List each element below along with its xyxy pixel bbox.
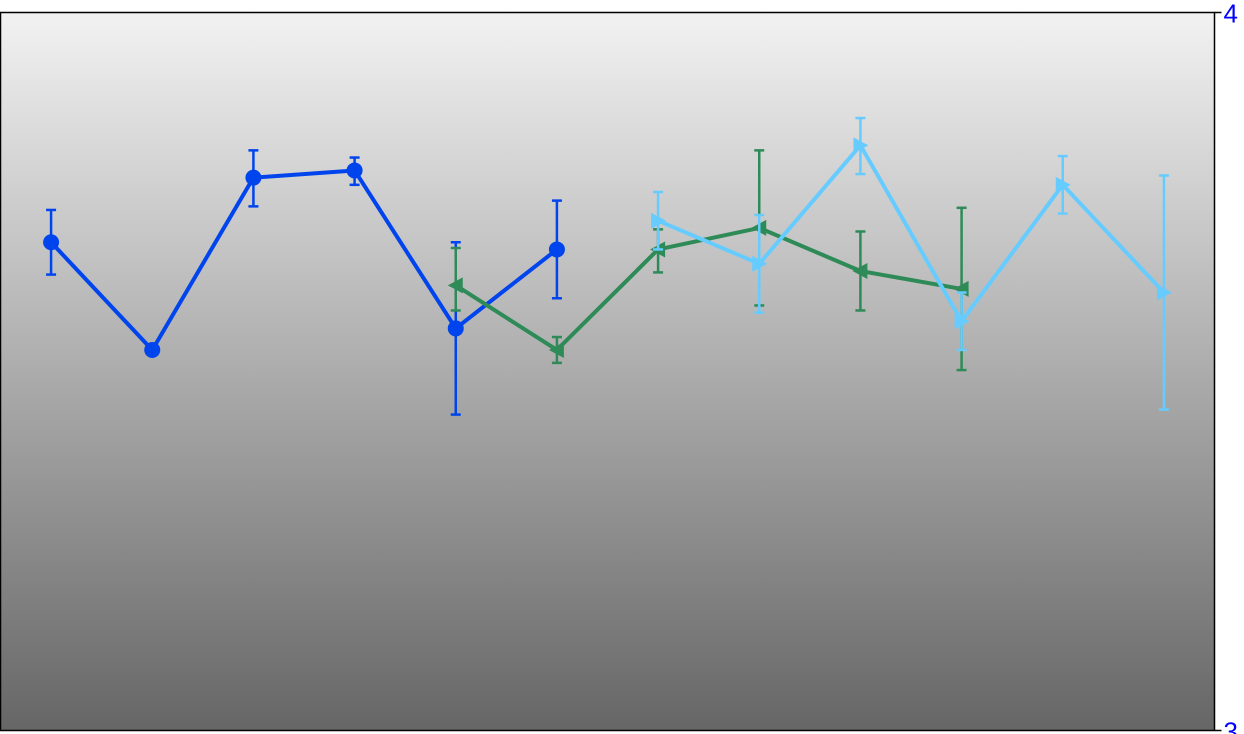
plot-background (0, 11, 1216, 732)
series-line (49, 168, 559, 352)
series-1 (43, 149, 565, 416)
series-line (657, 143, 1166, 324)
y-axis: 43 (1214, 0, 1238, 734)
y-tick-label: 4 (1224, 0, 1238, 29)
data-point (548, 341, 564, 358)
data-point (853, 137, 869, 154)
data-point (548, 241, 565, 258)
data-point (852, 262, 868, 279)
data-point (954, 313, 970, 330)
data-point (447, 277, 463, 294)
data-point (1156, 284, 1172, 301)
data-point (43, 234, 60, 251)
y-tick-label: 3 (1224, 717, 1238, 734)
data-point (346, 162, 363, 179)
series-line (454, 225, 962, 352)
data-point (447, 320, 464, 337)
series-3 (651, 116, 1172, 411)
data-point (245, 169, 262, 186)
data-point (1055, 176, 1071, 193)
series-layer (43, 116, 1172, 416)
error-bar (450, 246, 461, 312)
data-point (651, 212, 667, 229)
data-point (752, 255, 768, 272)
data-point (144, 341, 161, 358)
